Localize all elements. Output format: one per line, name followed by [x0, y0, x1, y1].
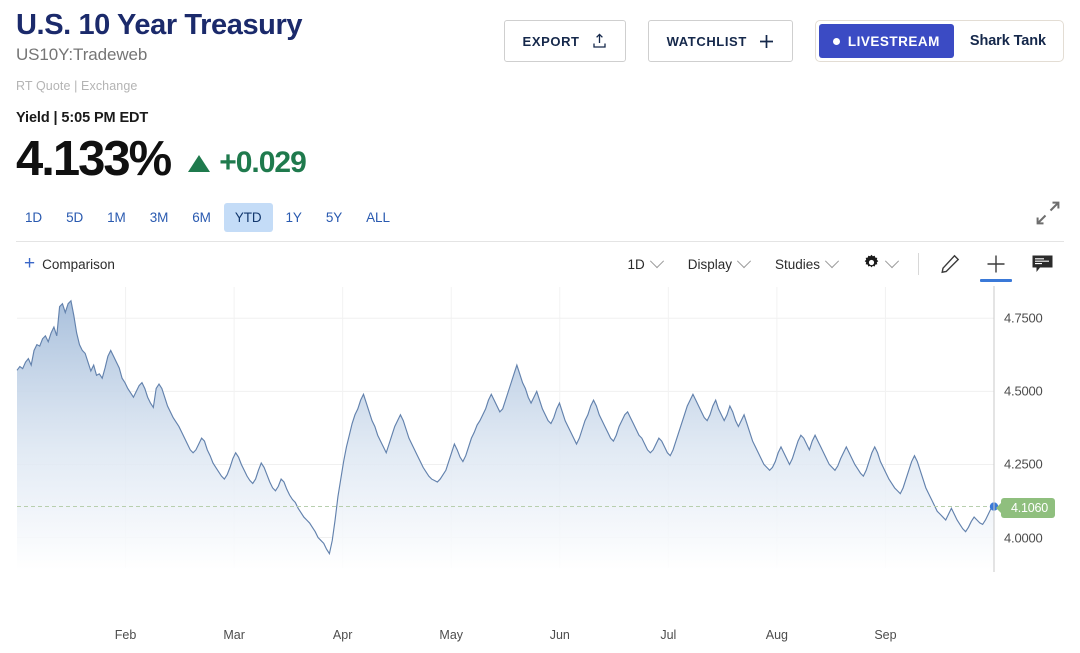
range-tab-5y[interactable]: 5Y [325, 210, 343, 225]
range-tab-3m[interactable]: 3M [149, 210, 169, 225]
settings-dropdown[interactable] [850, 242, 910, 286]
range-tab-1y[interactable]: 1Y [285, 210, 302, 225]
x-axis: Feb Mar Apr May Jun Jul Aug Sep [16, 616, 1066, 650]
range-tabs: 1D 5D 1M 3M 6M YTD 1Y 5Y ALL [0, 201, 1080, 232]
x-axis-tick: Mar [223, 628, 245, 642]
quote-source: RT Quote | Exchange [16, 79, 138, 93]
range-tab-1d[interactable]: 1D [25, 210, 43, 225]
add-comparison-button[interactable]: + Comparison [24, 253, 115, 274]
studies-label: Studies [774, 256, 820, 272]
pencil-icon[interactable] [927, 242, 973, 286]
quote-label: Yield | 5:05 PM EDT [16, 110, 149, 126]
quote-price: 4.133% [16, 132, 172, 186]
live-dot-icon [832, 37, 840, 45]
price-chart[interactable]: 4.7500 4.5000 4.2500 4.0000 4.1060 [16, 286, 1066, 616]
quote-summary: Yield | 5:05 PM EDT 4.133% +0.029 [0, 110, 1080, 185]
export-button-label: EXPORT [522, 33, 580, 49]
range-tab-all[interactable]: ALL [366, 210, 390, 225]
expand-icon[interactable] [1034, 199, 1062, 232]
range-tab-ytd[interactable]: YTD [223, 203, 273, 232]
watchlist-button-label: WATCHLIST [666, 33, 747, 49]
plus-icon: + [24, 253, 36, 274]
livestream-show-name: Shark Tank [969, 33, 1046, 49]
livestream-pill[interactable]: LIVESTREAM [818, 24, 954, 58]
toolbar-divider [918, 253, 919, 275]
chevron-down-icon [736, 254, 752, 269]
page-title: U.S. 10 Year Treasury [16, 9, 303, 41]
quote-change: +0.029 [188, 146, 307, 185]
header-actions: EXPORT WATCHLIST LIVESTREAM [503, 20, 1064, 62]
chevron-down-icon [649, 254, 664, 269]
studies-dropdown[interactable]: Studies [762, 242, 850, 286]
x-axis-tick: Feb [114, 628, 137, 642]
x-axis-tick: Sep [874, 628, 897, 642]
chevron-down-icon [824, 254, 840, 269]
livestream-banner[interactable]: LIVESTREAM Shark Tank [814, 20, 1064, 62]
triangle-up-icon [188, 154, 211, 172]
export-button[interactable]: EXPORT [503, 20, 626, 62]
plus-icon [759, 34, 774, 49]
quote-change-value: +0.029 [219, 146, 307, 179]
x-axis-tick: May [439, 628, 464, 642]
x-axis-tick: Jul [660, 628, 677, 642]
comment-icon[interactable] [1019, 242, 1066, 286]
quote-header: U.S. 10 Year Treasury US10Y:Tradeweb RT … [0, 0, 1080, 110]
display-dropdown[interactable]: Display [675, 242, 762, 286]
display-label: Display [687, 256, 732, 272]
upload-icon [592, 33, 607, 49]
tabs-divider [16, 241, 1064, 242]
range-tab-6m[interactable]: 6M [192, 210, 211, 225]
x-axis-tick: Jun [549, 628, 570, 642]
chevron-down-icon [884, 254, 900, 269]
comparison-label: Comparison [42, 256, 115, 272]
interval-dropdown[interactable]: 1D [614, 242, 674, 286]
livestream-label: LIVESTREAM [847, 33, 940, 49]
last-price-tag: 4.1060 [1001, 497, 1056, 518]
range-tab-5d[interactable]: 5D [66, 210, 84, 225]
watchlist-button[interactable]: WATCHLIST [647, 20, 793, 62]
quote-value-row: 4.133% +0.029 [16, 133, 1064, 185]
quote-symbol: US10Y:Tradeweb [16, 45, 148, 64]
chart-line [16, 299, 995, 556]
chart-canvas[interactable] [16, 286, 1066, 574]
chart-toolbar-right: 1D Display Studies [614, 242, 1066, 286]
chart-toolbar: + Comparison 1D Display Studies [0, 242, 1080, 286]
range-tab-1m[interactable]: 1M [107, 210, 126, 225]
interval-label: 1D [627, 256, 645, 272]
x-axis-tick: Apr [332, 628, 353, 642]
crosshair-icon[interactable] [973, 242, 1019, 286]
gear-icon [863, 254, 880, 274]
x-axis-tick: Aug [765, 628, 788, 642]
chart-area-fill [17, 300, 994, 570]
